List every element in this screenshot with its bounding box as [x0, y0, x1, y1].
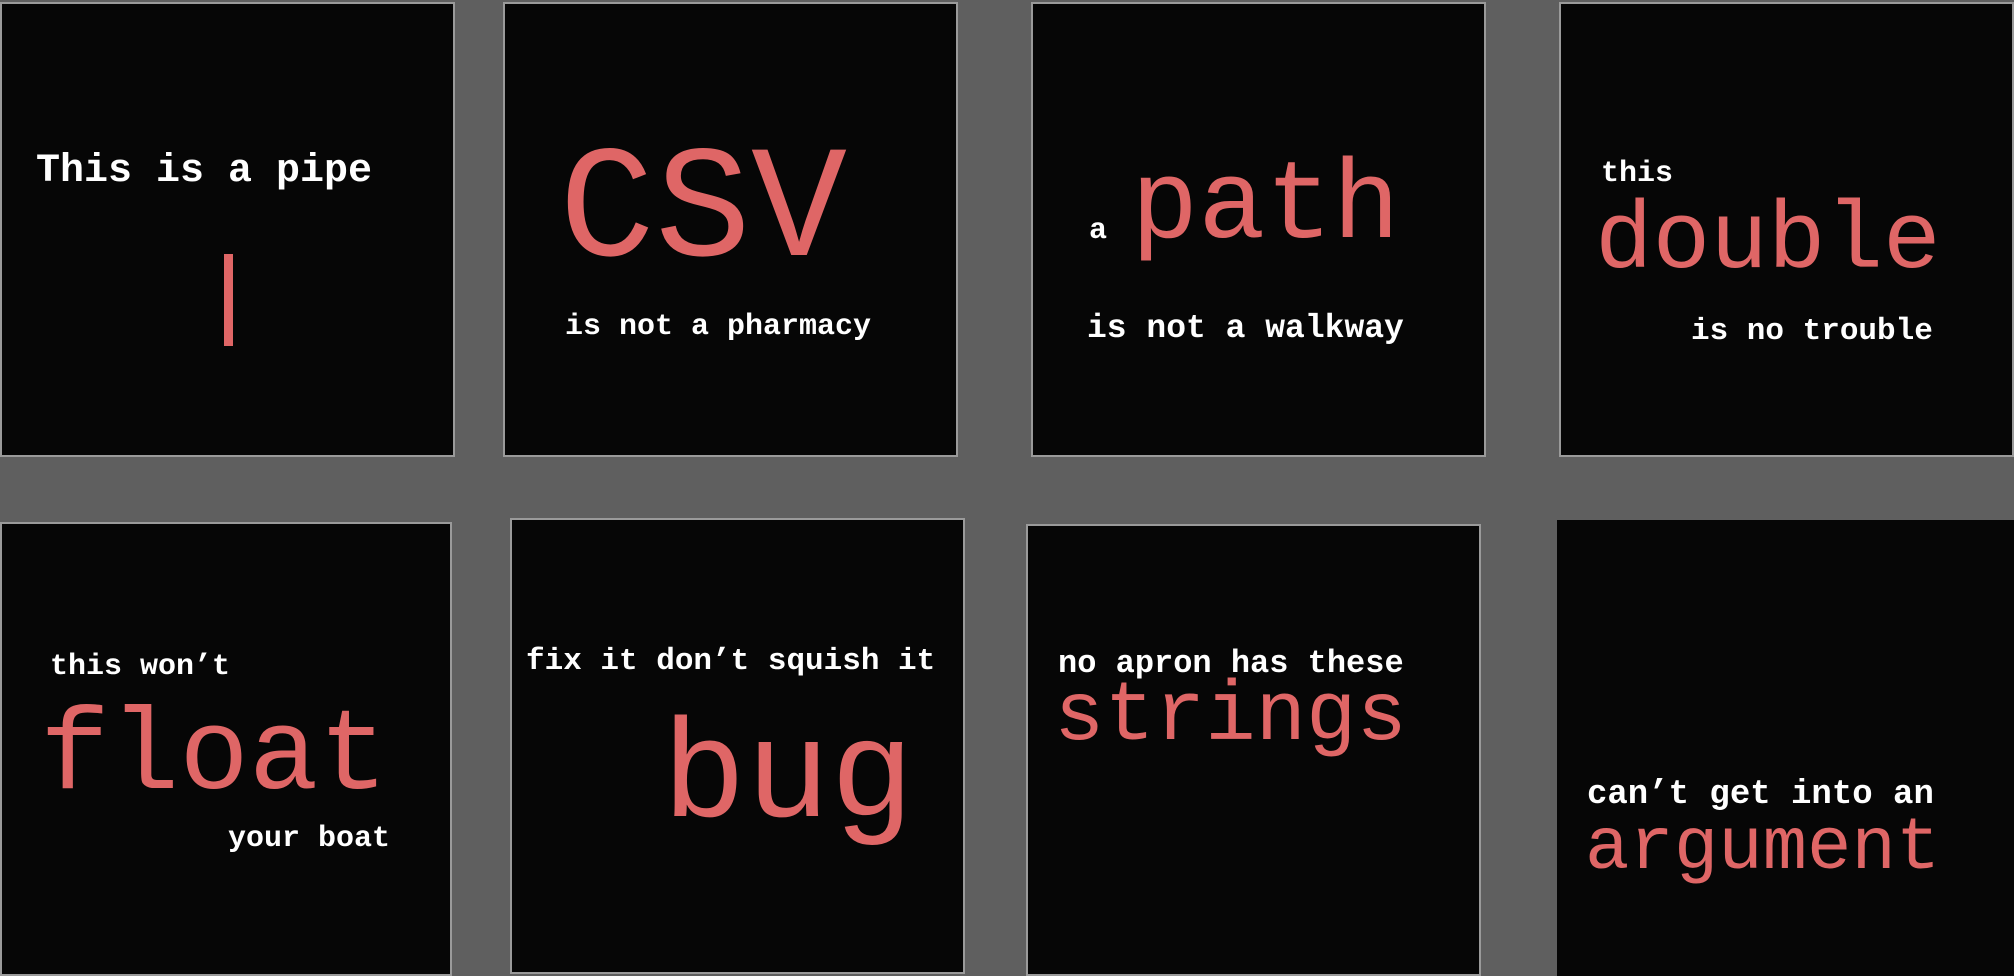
- card-caption-bottom: is not a walkway: [1087, 310, 1404, 347]
- card-caption-top: fix it don’t squish it: [526, 644, 936, 679]
- card-caption-top: This is a pipe: [36, 149, 373, 194]
- pipe-glyph: [224, 254, 233, 346]
- card-caption-bottom: is no trouble: [1691, 314, 1933, 349]
- card-keyword: CSV: [559, 123, 848, 304]
- card-keyword: strings: [1054, 670, 1407, 765]
- card-caption-small: a: [1089, 214, 1108, 248]
- card-caption-top: this won’t: [50, 650, 231, 684]
- card-strings: no apron has these strings: [1026, 524, 1481, 976]
- card-argument: can’t get into an argument: [1557, 520, 2014, 976]
- card-csv: CSV is not a pharmacy: [503, 2, 958, 457]
- card-keyword: argument: [1585, 807, 1941, 891]
- card-double: this double is no trouble: [1559, 2, 2014, 457]
- card-keyword: double: [1595, 187, 1941, 296]
- card-caption-top: this: [1601, 157, 1674, 191]
- card-pipe: This is a pipe: [0, 2, 455, 457]
- card-keyword: bug: [662, 700, 915, 859]
- card-caption-bottom: is not a pharmacy: [565, 310, 872, 344]
- card-path: a path is not a walkway: [1031, 2, 1486, 457]
- card-float: this won’t float your boat: [0, 522, 452, 976]
- card-bug: fix it don’t squish it bug: [510, 518, 965, 974]
- card-keyword: path: [1131, 144, 1400, 271]
- card-keyword: float: [40, 691, 389, 823]
- card-caption-top: can’t get into an: [1587, 776, 1934, 814]
- card-caption-top: no apron has these: [1058, 645, 1404, 682]
- card-caption-bottom: your boat: [228, 822, 391, 856]
